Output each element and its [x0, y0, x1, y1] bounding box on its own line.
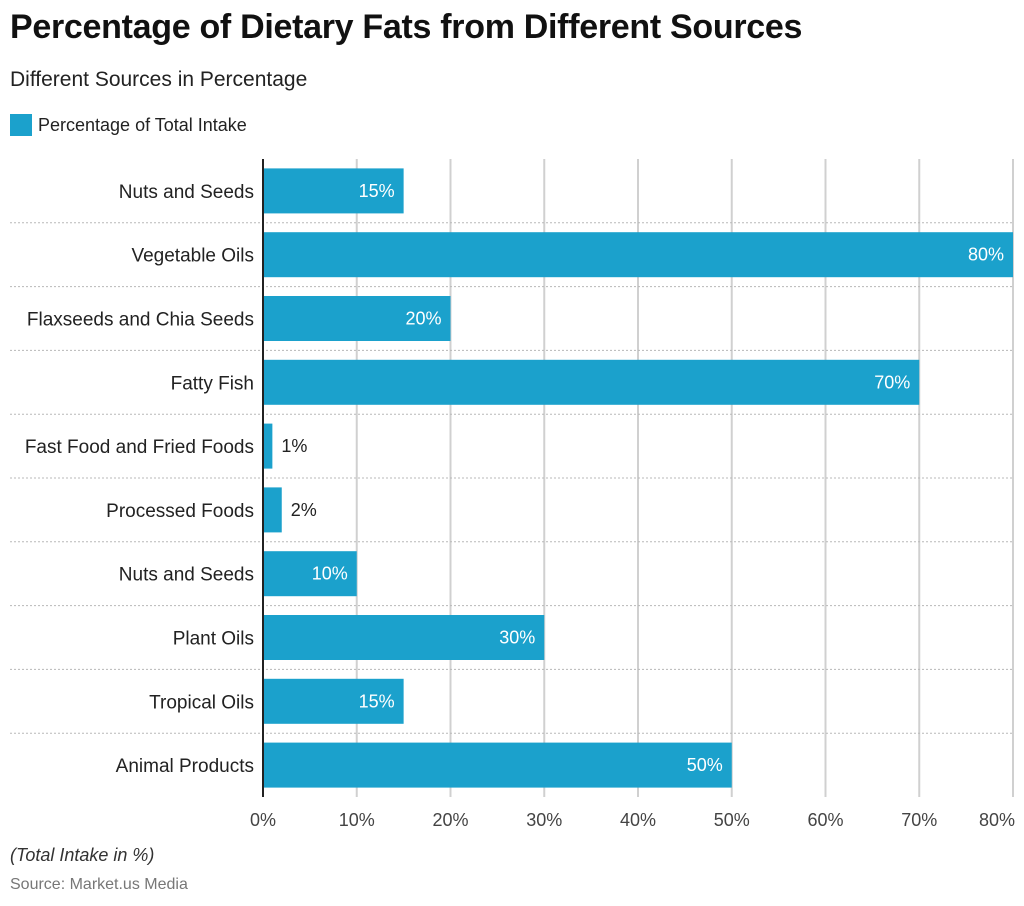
category-label: Plant Oils — [173, 629, 254, 650]
value-label: 10% — [312, 564, 348, 584]
category-label: Tropical Oils — [149, 692, 254, 713]
value-label: 20% — [405, 309, 441, 329]
x-tick-label: 80% — [979, 810, 1015, 830]
x-tick-label: 20% — [432, 810, 468, 830]
category-label: Fast Food and Fried Foods — [25, 437, 254, 458]
source-text: Source: Market.us Media — [10, 876, 188, 893]
bar — [263, 551, 357, 597]
x-tick-label: 40% — [620, 810, 656, 830]
category-label: Flaxseeds and Chia Seeds — [27, 310, 254, 331]
value-label: 2% — [291, 500, 317, 520]
x-tick-label: 30% — [526, 810, 562, 830]
value-label: 50% — [687, 755, 723, 775]
x-tick-label: 70% — [901, 810, 937, 830]
bar — [263, 487, 282, 533]
category-label: Nuts and Seeds — [119, 182, 254, 203]
value-label: 15% — [359, 181, 395, 201]
category-label: Nuts and Seeds — [119, 565, 254, 586]
bar — [263, 359, 920, 405]
category-label: Fatty Fish — [171, 373, 254, 394]
bar — [263, 678, 404, 724]
x-tick-label: 60% — [807, 810, 843, 830]
category-label: Processed Foods — [106, 501, 254, 522]
chart-title: Percentage of Dietary Fats from Differen… — [10, 8, 803, 46]
bar — [263, 742, 732, 788]
x-tick-label: 0% — [250, 810, 276, 830]
bar — [263, 168, 404, 214]
x-tick-label: 10% — [339, 810, 375, 830]
chart-subtitle: Different Sources in Percentage — [10, 68, 308, 91]
bar — [263, 615, 545, 660]
bar — [263, 296, 451, 341]
bar — [263, 423, 273, 469]
value-label: 70% — [874, 372, 910, 392]
legend-swatch — [10, 114, 32, 136]
category-label: Vegetable Oils — [131, 246, 254, 267]
legend-label: Percentage of Total Intake — [38, 114, 247, 135]
legend: Percentage of Total Intake — [10, 114, 247, 136]
x-tick-label: 50% — [714, 810, 750, 830]
axis-footnote: (Total Intake in %) — [10, 845, 155, 865]
bar-chart: 0% 10% 20% 30% 40% 50% 60% 70% 80% Nuts and Seeds… — [10, 159, 1015, 830]
value-label: 15% — [359, 691, 395, 711]
category-label: Animal Products — [116, 756, 254, 777]
bar — [263, 232, 1013, 278]
value-label: 80% — [968, 245, 1004, 265]
value-label: 30% — [499, 628, 535, 648]
value-label: 1% — [281, 436, 307, 456]
